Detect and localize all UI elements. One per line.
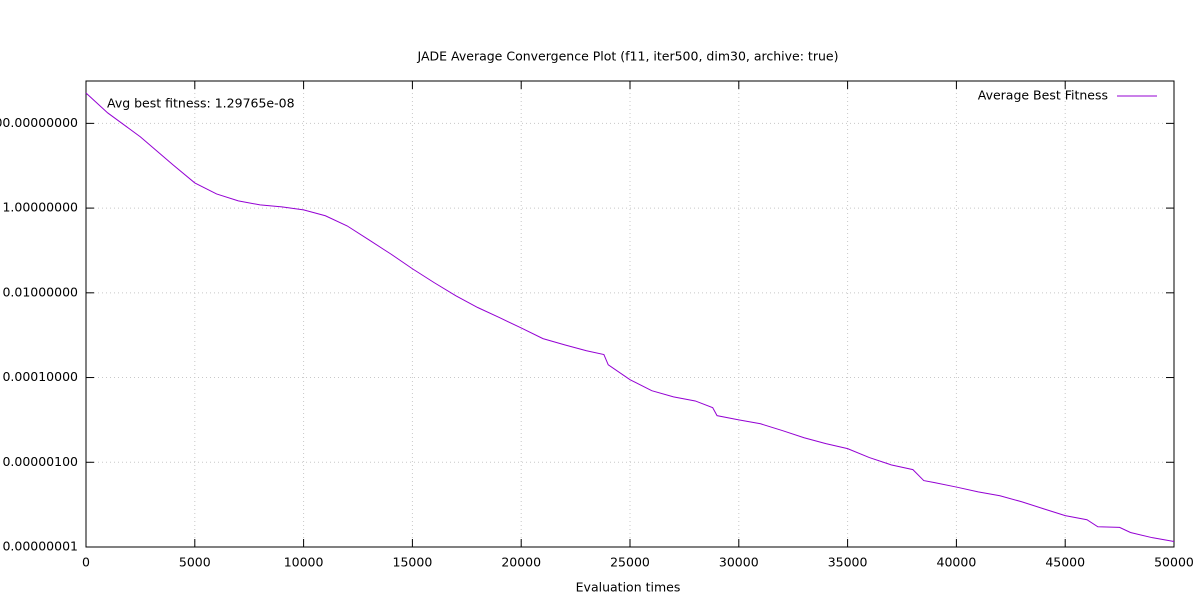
x-tick-label: 30000	[719, 555, 759, 570]
legend-label: Average Best Fitness	[978, 88, 1108, 103]
y-tick-label: 0.01000000	[2, 284, 78, 299]
y-tick-label: 0.00000001	[2, 539, 78, 554]
y-tick-label: 100.00000000	[0, 115, 78, 130]
x-tick-label: 35000	[828, 555, 868, 570]
line-series	[85, 92, 1175, 542]
x-tick-label: 50000	[1154, 555, 1194, 570]
x-tick-label: 25000	[610, 555, 650, 570]
x-tick-label: 40000	[937, 555, 977, 570]
x-tick-label: 15000	[393, 555, 433, 570]
annotation: Avg best fitness: 1.29765e-08	[107, 96, 295, 111]
x-tick-label: 0	[82, 555, 90, 570]
x-tick-label: 45000	[1045, 555, 1085, 570]
chart-title: JADE Average Convergence Plot (f11, iter…	[417, 49, 839, 64]
plot-frame	[85, 80, 1175, 548]
y-tick-label: 1.00000000	[2, 200, 78, 215]
x-tick-label: 5000	[179, 555, 211, 570]
y-tick-label: 0.00000100	[2, 454, 78, 469]
x-tick-label: 10000	[284, 555, 324, 570]
x-axis-label: Evaluation times	[576, 580, 681, 595]
x-tick-label: 20000	[501, 555, 541, 570]
y-tick-label: 0.00010000	[2, 369, 78, 384]
